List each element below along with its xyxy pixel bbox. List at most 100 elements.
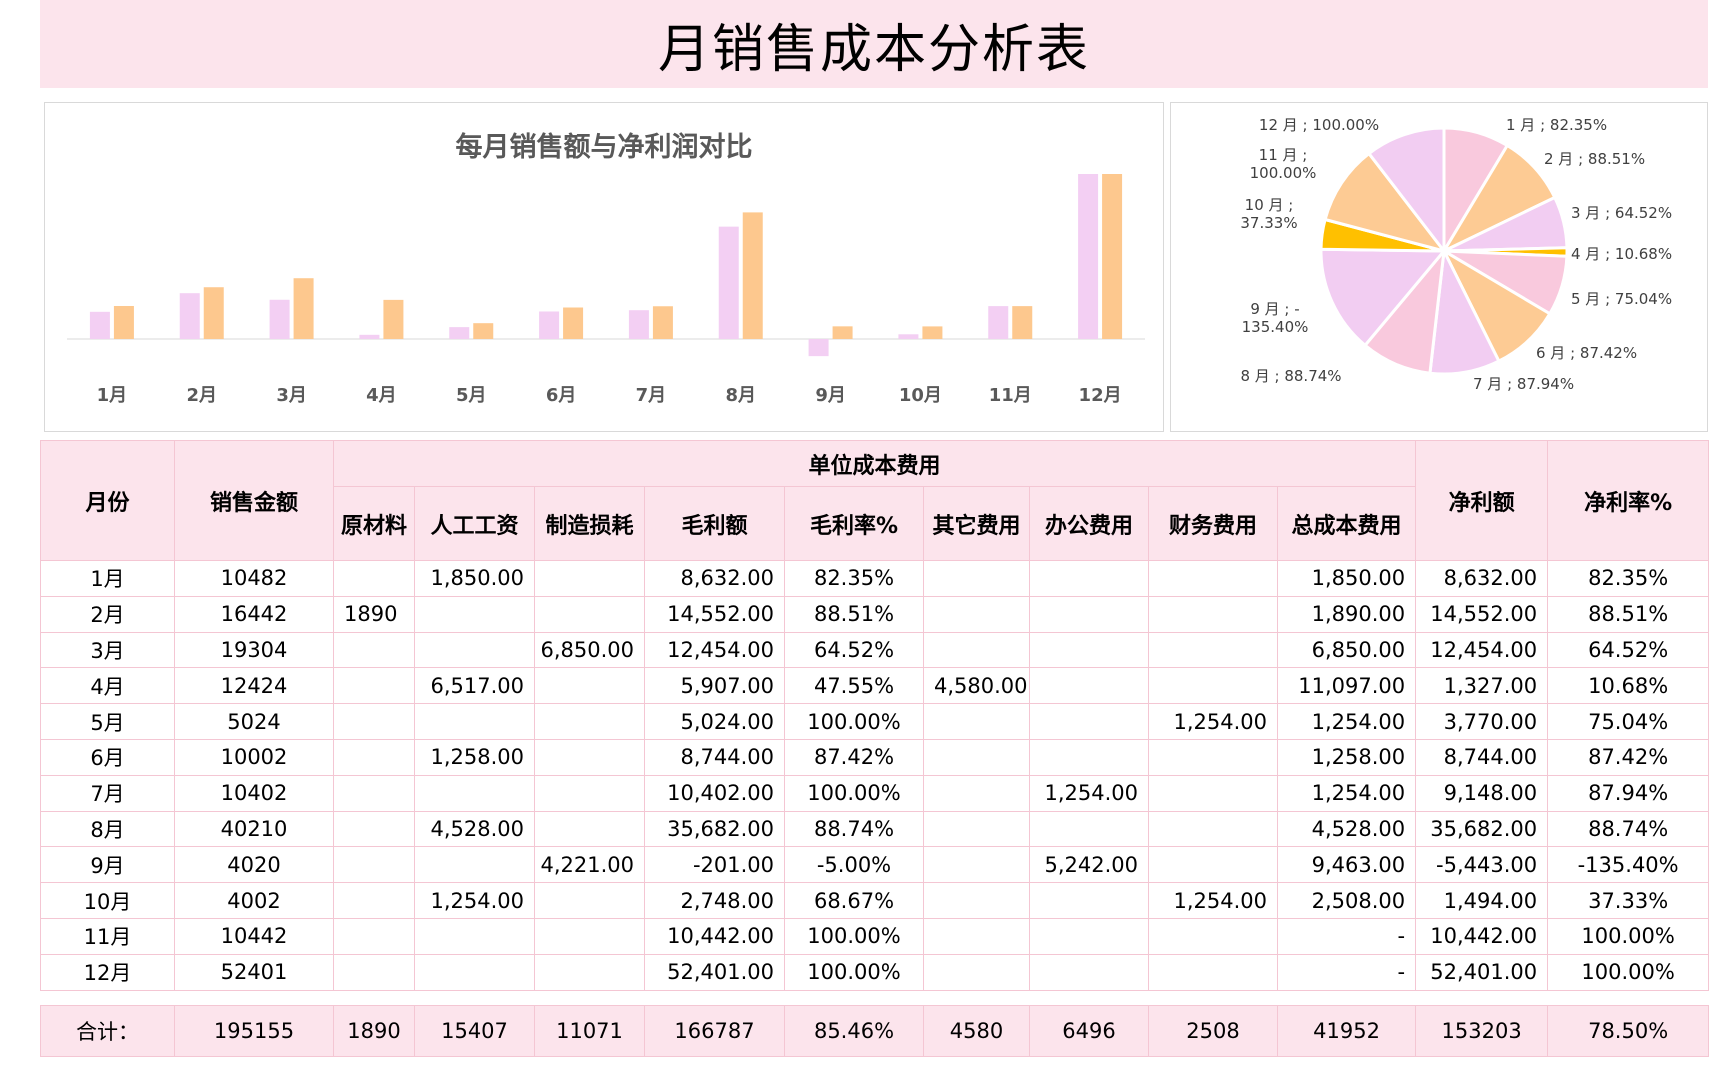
table-cell[interactable]: 19304 xyxy=(174,631,334,669)
bar-b-7[interactable] xyxy=(652,306,673,339)
table-cell[interactable]: 10442 xyxy=(174,917,334,955)
total-cell[interactable]: 41952 xyxy=(1276,1004,1417,1057)
total-cell[interactable]: 1890 xyxy=(333,1004,415,1057)
table-cell[interactable]: 1,254.00 xyxy=(1276,703,1417,740)
table-cell[interactable] xyxy=(1029,882,1149,919)
table-cell[interactable]: 6,517.00 xyxy=(414,667,535,705)
table-cell[interactable]: 1,258.00 xyxy=(414,738,535,776)
table-cell[interactable]: 10,402.00 xyxy=(644,774,785,812)
bar-b-9[interactable] xyxy=(832,326,853,339)
table-cell[interactable]: 4002 xyxy=(174,882,334,919)
total-label[interactable]: 合计： xyxy=(40,1004,175,1057)
table-cell[interactable] xyxy=(534,810,645,848)
table-cell[interactable]: 5月 xyxy=(40,703,175,740)
table-cell[interactable]: 1,254.00 xyxy=(1029,774,1149,812)
bar-b-4[interactable] xyxy=(383,299,404,339)
table-cell[interactable]: 2,748.00 xyxy=(644,882,785,919)
table-cell[interactable]: 8,632.00 xyxy=(644,560,785,597)
table-cell[interactable]: 8,744.00 xyxy=(644,738,785,776)
table-cell[interactable] xyxy=(1148,810,1278,848)
total-cell[interactable]: 153203 xyxy=(1415,1004,1549,1057)
table-cell[interactable] xyxy=(333,953,415,991)
table-cell[interactable] xyxy=(333,667,415,705)
table-cell[interactable]: 10.68% xyxy=(1547,667,1710,705)
bar-b-2[interactable] xyxy=(203,287,224,339)
table-cell[interactable]: 4,221.00 xyxy=(534,846,645,884)
table-cell[interactable]: 87.94% xyxy=(1547,774,1710,812)
table-cell[interactable]: 100.00% xyxy=(1547,953,1710,991)
table-cell[interactable]: 88.74% xyxy=(1547,810,1710,848)
table-cell[interactable] xyxy=(1148,595,1278,633)
table-cell[interactable]: 100.00% xyxy=(784,774,924,812)
table-cell[interactable] xyxy=(333,810,415,848)
bar-b-12[interactable] xyxy=(1102,174,1123,339)
bar-a-12[interactable] xyxy=(1078,174,1099,339)
bar-b-10[interactable] xyxy=(922,326,943,339)
table-cell[interactable]: 5,024.00 xyxy=(644,703,785,740)
table-cell[interactable]: 100.00% xyxy=(784,953,924,991)
bar-a-8[interactable] xyxy=(718,226,739,339)
table-cell[interactable]: 11月 xyxy=(40,917,175,955)
table-cell[interactable]: 3,770.00 xyxy=(1415,703,1549,740)
table-cell[interactable]: 4月 xyxy=(40,667,175,705)
bar-b-11[interactable] xyxy=(1012,306,1033,339)
table-cell[interactable] xyxy=(414,595,535,633)
table-cell[interactable]: 35,682.00 xyxy=(644,810,785,848)
table-cell[interactable] xyxy=(1029,631,1149,669)
table-cell[interactable]: 52,401.00 xyxy=(1415,953,1549,991)
table-cell[interactable] xyxy=(1148,560,1278,597)
table-cell[interactable]: - xyxy=(1276,917,1417,955)
table-cell[interactable]: 4,528.00 xyxy=(414,810,535,848)
table-cell[interactable]: 5024 xyxy=(174,703,334,740)
bar-a-5[interactable] xyxy=(449,327,470,339)
table-cell[interactable]: 5,907.00 xyxy=(644,667,785,705)
table-cell[interactable]: 10402 xyxy=(174,774,334,812)
table-cell[interactable] xyxy=(333,774,415,812)
table-cell[interactable]: 40210 xyxy=(174,810,334,848)
table-cell[interactable]: 88.51% xyxy=(784,595,924,633)
bar-b-3[interactable] xyxy=(293,278,314,339)
table-cell[interactable] xyxy=(414,774,535,812)
table-cell[interactable] xyxy=(333,917,415,955)
table-cell[interactable]: 6,850.00 xyxy=(1276,631,1417,669)
table-cell[interactable] xyxy=(1148,846,1278,884)
table-cell[interactable] xyxy=(1029,953,1149,991)
table-cell[interactable]: 100.00% xyxy=(1547,917,1710,955)
table-cell[interactable]: 2月 xyxy=(40,595,175,633)
total-cell[interactable]: 2508 xyxy=(1148,1004,1278,1057)
table-cell[interactable] xyxy=(333,631,415,669)
table-cell[interactable]: 5,242.00 xyxy=(1029,846,1149,884)
table-cell[interactable] xyxy=(1029,738,1149,776)
table-cell[interactable] xyxy=(1029,667,1149,705)
table-cell[interactable] xyxy=(414,953,535,991)
table-cell[interactable]: 10月 xyxy=(40,882,175,919)
table-cell[interactable] xyxy=(333,560,415,597)
bar-chart-panel[interactable]: 每月销售额与净利润对比 1月 2月 3月 4月 5月 6月 7月 8月 9月 10月 11月 12月 xyxy=(44,102,1164,432)
table-cell[interactable] xyxy=(534,917,645,955)
table-cell[interactable]: 1,258.00 xyxy=(1276,738,1417,776)
table-cell[interactable]: 12月 xyxy=(40,953,175,991)
table-cell[interactable]: 88.51% xyxy=(1547,595,1710,633)
bar-a-1[interactable] xyxy=(89,311,110,339)
table-cell[interactable]: 6月 xyxy=(40,738,175,776)
table-cell[interactable]: 12,454.00 xyxy=(644,631,785,669)
table-cell[interactable]: 1,850.00 xyxy=(1276,560,1417,597)
table-cell[interactable]: 64.52% xyxy=(784,631,924,669)
total-cell[interactable]: 15407 xyxy=(414,1004,535,1057)
bar-a-7[interactable] xyxy=(628,310,649,339)
table-cell[interactable]: 37.33% xyxy=(1547,882,1710,919)
table-cell[interactable]: 52401 xyxy=(174,953,334,991)
table-cell[interactable]: 12,454.00 xyxy=(1415,631,1549,669)
table-cell[interactable]: 12424 xyxy=(174,667,334,705)
table-cell[interactable]: 9,148.00 xyxy=(1415,774,1549,812)
table-cell[interactable]: 1,254.00 xyxy=(1148,703,1278,740)
total-cell[interactable]: 166787 xyxy=(644,1004,785,1057)
table-cell[interactable] xyxy=(333,738,415,776)
total-cell[interactable]: 195155 xyxy=(174,1004,334,1057)
table-cell[interactable] xyxy=(333,882,415,919)
table-cell[interactable]: 8,632.00 xyxy=(1415,560,1549,597)
table-cell[interactable] xyxy=(1029,595,1149,633)
total-cell[interactable]: 85.46% xyxy=(784,1004,924,1057)
table-cell[interactable] xyxy=(414,846,535,884)
table-cell[interactable]: 68.67% xyxy=(784,882,924,919)
